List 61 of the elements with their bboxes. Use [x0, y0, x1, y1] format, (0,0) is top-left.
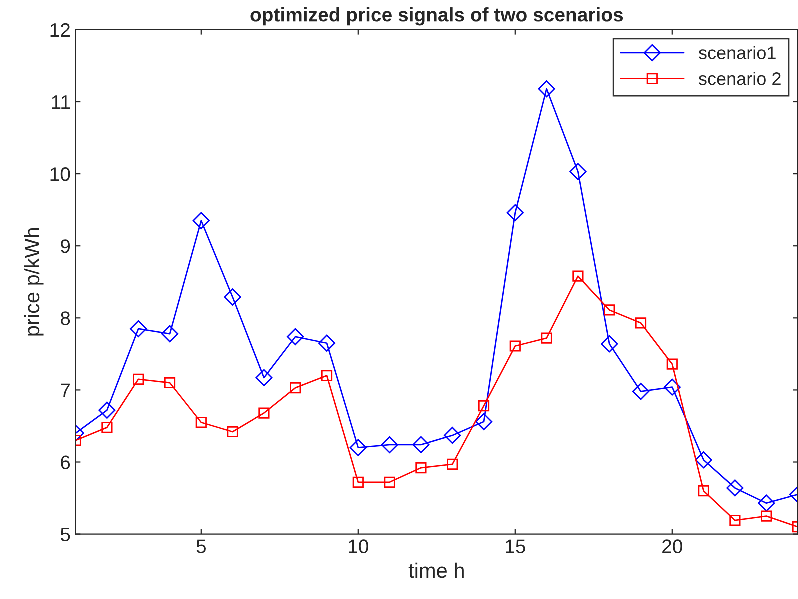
x-tick-label: 10	[349, 540, 368, 554]
point	[130, 320, 148, 338]
point	[258, 408, 270, 419]
point	[666, 358, 678, 370]
x-tick-label: 15	[506, 540, 526, 554]
point	[541, 332, 552, 344]
point	[758, 494, 776, 512]
point	[192, 212, 210, 230]
point	[224, 288, 242, 306]
point	[412, 436, 430, 454]
point	[601, 336, 618, 353]
point	[98, 402, 116, 419]
y-tick-label: 5	[60, 528, 70, 542]
point	[161, 325, 179, 343]
point	[695, 452, 712, 469]
point	[133, 374, 144, 385]
y-axis-title: price p/kWh	[24, 228, 44, 336]
point	[761, 510, 772, 522]
point	[664, 378, 681, 396]
point	[635, 318, 647, 329]
x-tick-label: 20	[662, 540, 682, 554]
point	[632, 383, 650, 400]
point	[538, 80, 556, 98]
y-tick-label: 10	[50, 168, 70, 182]
point	[478, 400, 490, 412]
point	[506, 204, 524, 222]
point	[447, 458, 458, 470]
point	[350, 439, 367, 456]
x-tick-label: 5	[196, 540, 206, 554]
point	[287, 328, 304, 346]
point	[416, 462, 427, 474]
y-tick-label: 12	[50, 23, 70, 37]
x-axis-title: time h	[408, 562, 464, 578]
point	[475, 413, 493, 430]
point	[318, 334, 336, 352]
y-tick-label: 7	[61, 384, 70, 398]
point	[256, 369, 273, 387]
y-tick-label: 8	[60, 312, 70, 326]
chart-title: optimized price signals of two scenarios	[250, 8, 624, 26]
point	[444, 427, 462, 444]
point	[164, 377, 176, 389]
y-tick-label: 9	[61, 240, 70, 254]
point	[726, 480, 744, 497]
point	[572, 270, 584, 282]
point	[384, 476, 396, 488]
point	[321, 370, 333, 382]
point	[510, 340, 521, 352]
point	[730, 515, 741, 526]
point	[196, 417, 207, 428]
y-tick-label: 11	[52, 96, 70, 110]
legend-label: scenario1	[698, 46, 776, 60]
legend-label: scenario 2	[698, 72, 781, 86]
point	[698, 486, 710, 497]
point	[604, 304, 616, 316]
point	[381, 436, 398, 454]
y-tick-label: 6	[61, 456, 70, 470]
point	[290, 382, 302, 394]
point	[570, 163, 587, 180]
point	[227, 426, 238, 438]
point	[102, 422, 113, 434]
point	[352, 476, 364, 488]
